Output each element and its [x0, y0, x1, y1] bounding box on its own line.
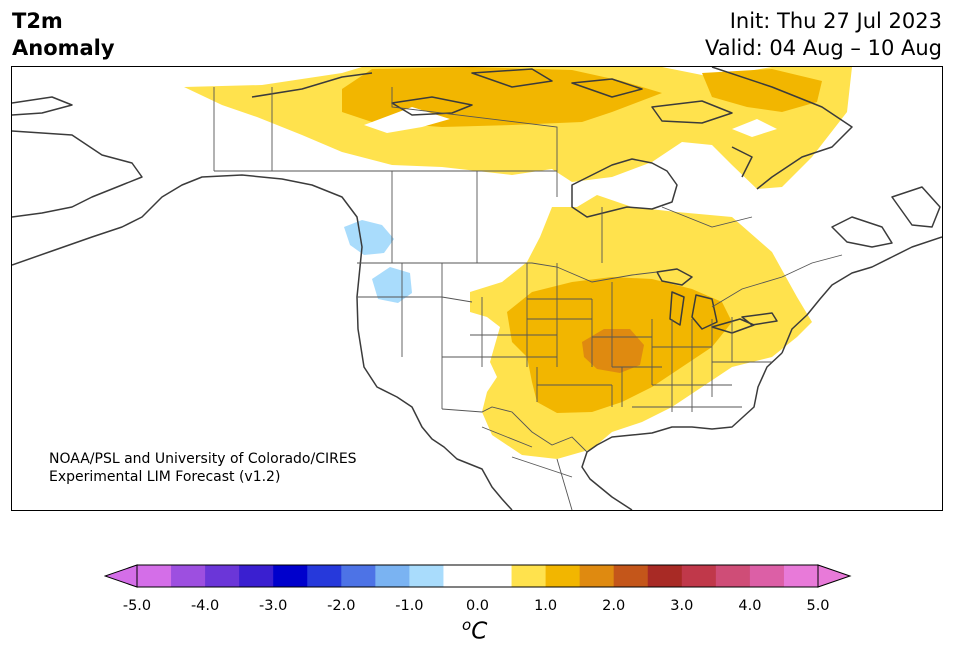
colorbar-cell: [409, 565, 444, 587]
unit-symbol: C: [471, 618, 488, 645]
coastlines: [12, 67, 942, 510]
colorbar-tick-label: 5.0: [806, 598, 830, 614]
coastline-hudson-bay: [571, 158, 678, 218]
colorbar-cell: [443, 565, 478, 587]
coastline-arctic: [251, 67, 853, 190]
colorbar-cell: [137, 565, 172, 587]
colorbar-tick-label: -2.0: [327, 598, 356, 614]
colorbar-cell: [613, 565, 649, 587]
border-us-mexico: [441, 406, 588, 453]
colorbar-cell: [341, 565, 376, 587]
colorbar-min-extension: [104, 564, 138, 588]
coastline-pacific: [12, 96, 513, 510]
border-mexico-states: [481, 426, 573, 510]
anomaly-region-hot-core: [582, 329, 644, 373]
colorbar-cell: [749, 565, 785, 587]
colorbar-cell: [545, 565, 581, 587]
border-us-canada: [357, 254, 843, 308]
colorbar-cell: [239, 565, 274, 587]
colorbar-tick-label: -4.0: [190, 598, 220, 614]
colorbar-cell: [511, 565, 547, 587]
anomaly-region-arctic-warm: [702, 69, 822, 112]
colorbar-max-extension: [817, 564, 852, 588]
anomaly-hole-2: [732, 119, 777, 137]
valid-date: Valid: 04 Aug – 10 Aug: [704, 36, 942, 60]
colorbar-tick-label: 0.0: [465, 598, 490, 614]
coastline-gulf: [581, 352, 783, 510]
colorbar-cell: [273, 565, 308, 587]
colorbar-cell: [375, 565, 410, 587]
credit-line-1: NOAA/PSL and University of Colorado/CIRE…: [49, 451, 357, 467]
title-line-2: Anomaly: [12, 36, 115, 60]
colorbar-tick-label: -3.0: [259, 598, 288, 614]
colorbar-tick-label: -1.0: [395, 598, 424, 614]
coastline-atlantic: [781, 236, 942, 354]
colorbar-cell: [647, 565, 683, 587]
coastline-maritimes: [831, 186, 941, 248]
colorbar-tick-label: 1.0: [534, 598, 558, 614]
map-title: T2m Anomaly: [12, 8, 115, 62]
colorbar-cell: [715, 565, 751, 587]
border-provinces: [214, 87, 753, 263]
map-panel: NOAA/PSL and University of Colorado/CIRE…: [11, 66, 943, 511]
init-date: Init: Thu 27 Jul 2023: [729, 9, 942, 33]
colorbar-cell: [205, 565, 240, 587]
colorbar-outline: [136, 564, 819, 588]
border-us-states: [357, 263, 772, 412]
colorbar-tick-label: 2.0: [602, 598, 626, 614]
colorbar-cell: [579, 565, 615, 587]
credit-line-2: Experimental LIM Forecast (v1.2): [49, 469, 281, 485]
colorbar-tick-label: -5.0: [122, 598, 152, 614]
unit-degree: o: [462, 616, 472, 634]
colorbar-tick-label: 3.0: [670, 598, 694, 614]
political-borders: [213, 87, 843, 510]
colorbar-cell: [783, 565, 819, 587]
colorbar-cell: [681, 565, 717, 587]
anomaly-map: NOAA/PSL and University of Colorado/CIRE…: [12, 67, 942, 510]
colorbar-cell: [171, 565, 206, 587]
colorbar-cell: [307, 565, 342, 587]
colorbar-unit-label: oC: [462, 616, 487, 645]
coastline-great-lakes: [656, 268, 778, 334]
colorbar-cells: [137, 565, 819, 587]
forecast-dates: Init: Thu 27 Jul 2023 Valid: 04 Aug – 10…: [705, 8, 942, 62]
colorbar: [104, 564, 852, 588]
anomaly-shading: [184, 67, 852, 459]
colorbar-tick-label: 4.0: [738, 598, 762, 614]
title-line-1: T2m: [12, 9, 63, 33]
colorbar-cell: [477, 565, 513, 587]
anomaly-region-cool-1: [344, 220, 394, 255]
map-credit: NOAA/PSL and University of Colorado/CIRE…: [49, 450, 357, 486]
